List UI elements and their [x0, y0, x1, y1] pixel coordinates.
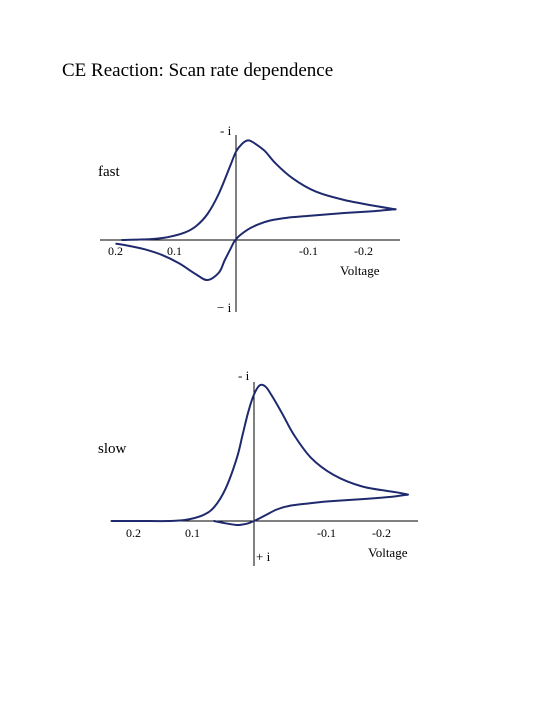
y-axis-top-label: - i: [238, 368, 250, 383]
x-axis-label: Voltage: [368, 545, 408, 560]
x-tick-label: -0.1: [299, 244, 318, 258]
page-title: CE Reaction: Scan rate dependence: [62, 60, 334, 81]
x-tick-label: -0.2: [354, 244, 373, 258]
x-tick-label: 0.2: [126, 526, 141, 540]
forward-scan-line: [121, 139, 397, 241]
panel-label-slow: slow: [98, 441, 127, 457]
reverse-scan-line: [213, 493, 409, 527]
x-tick-label: -0.1: [317, 526, 336, 540]
x-tick-label: 0.1: [185, 526, 200, 540]
x-tick-label: 0.2: [108, 244, 123, 258]
y-axis-bottom-label: − i: [217, 300, 232, 315]
forward-scan-line: [110, 383, 409, 523]
panel-label-fast: fast: [98, 164, 120, 180]
x-tick-label: 0.1: [167, 244, 182, 258]
x-axis-label: Voltage: [340, 263, 380, 278]
chart-fast: - i − i fast Voltage 0.2 0.1 -0.1 -0.2: [98, 123, 400, 315]
reverse-scan-line: [115, 208, 397, 282]
chart-slow: - i + i slow Voltage 0.2 0.1 -0.1 -0.2: [98, 368, 418, 566]
y-axis-top-label: - i: [220, 123, 232, 138]
y-axis-bottom-label: + i: [256, 549, 271, 564]
x-tick-label: -0.2: [372, 526, 391, 540]
